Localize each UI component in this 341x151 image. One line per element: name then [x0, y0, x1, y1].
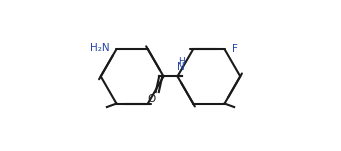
Text: O: O — [147, 94, 155, 104]
Text: F: F — [232, 44, 237, 54]
Text: H₂N: H₂N — [90, 43, 109, 53]
Text: H: H — [178, 57, 185, 66]
Text: N: N — [177, 62, 185, 72]
